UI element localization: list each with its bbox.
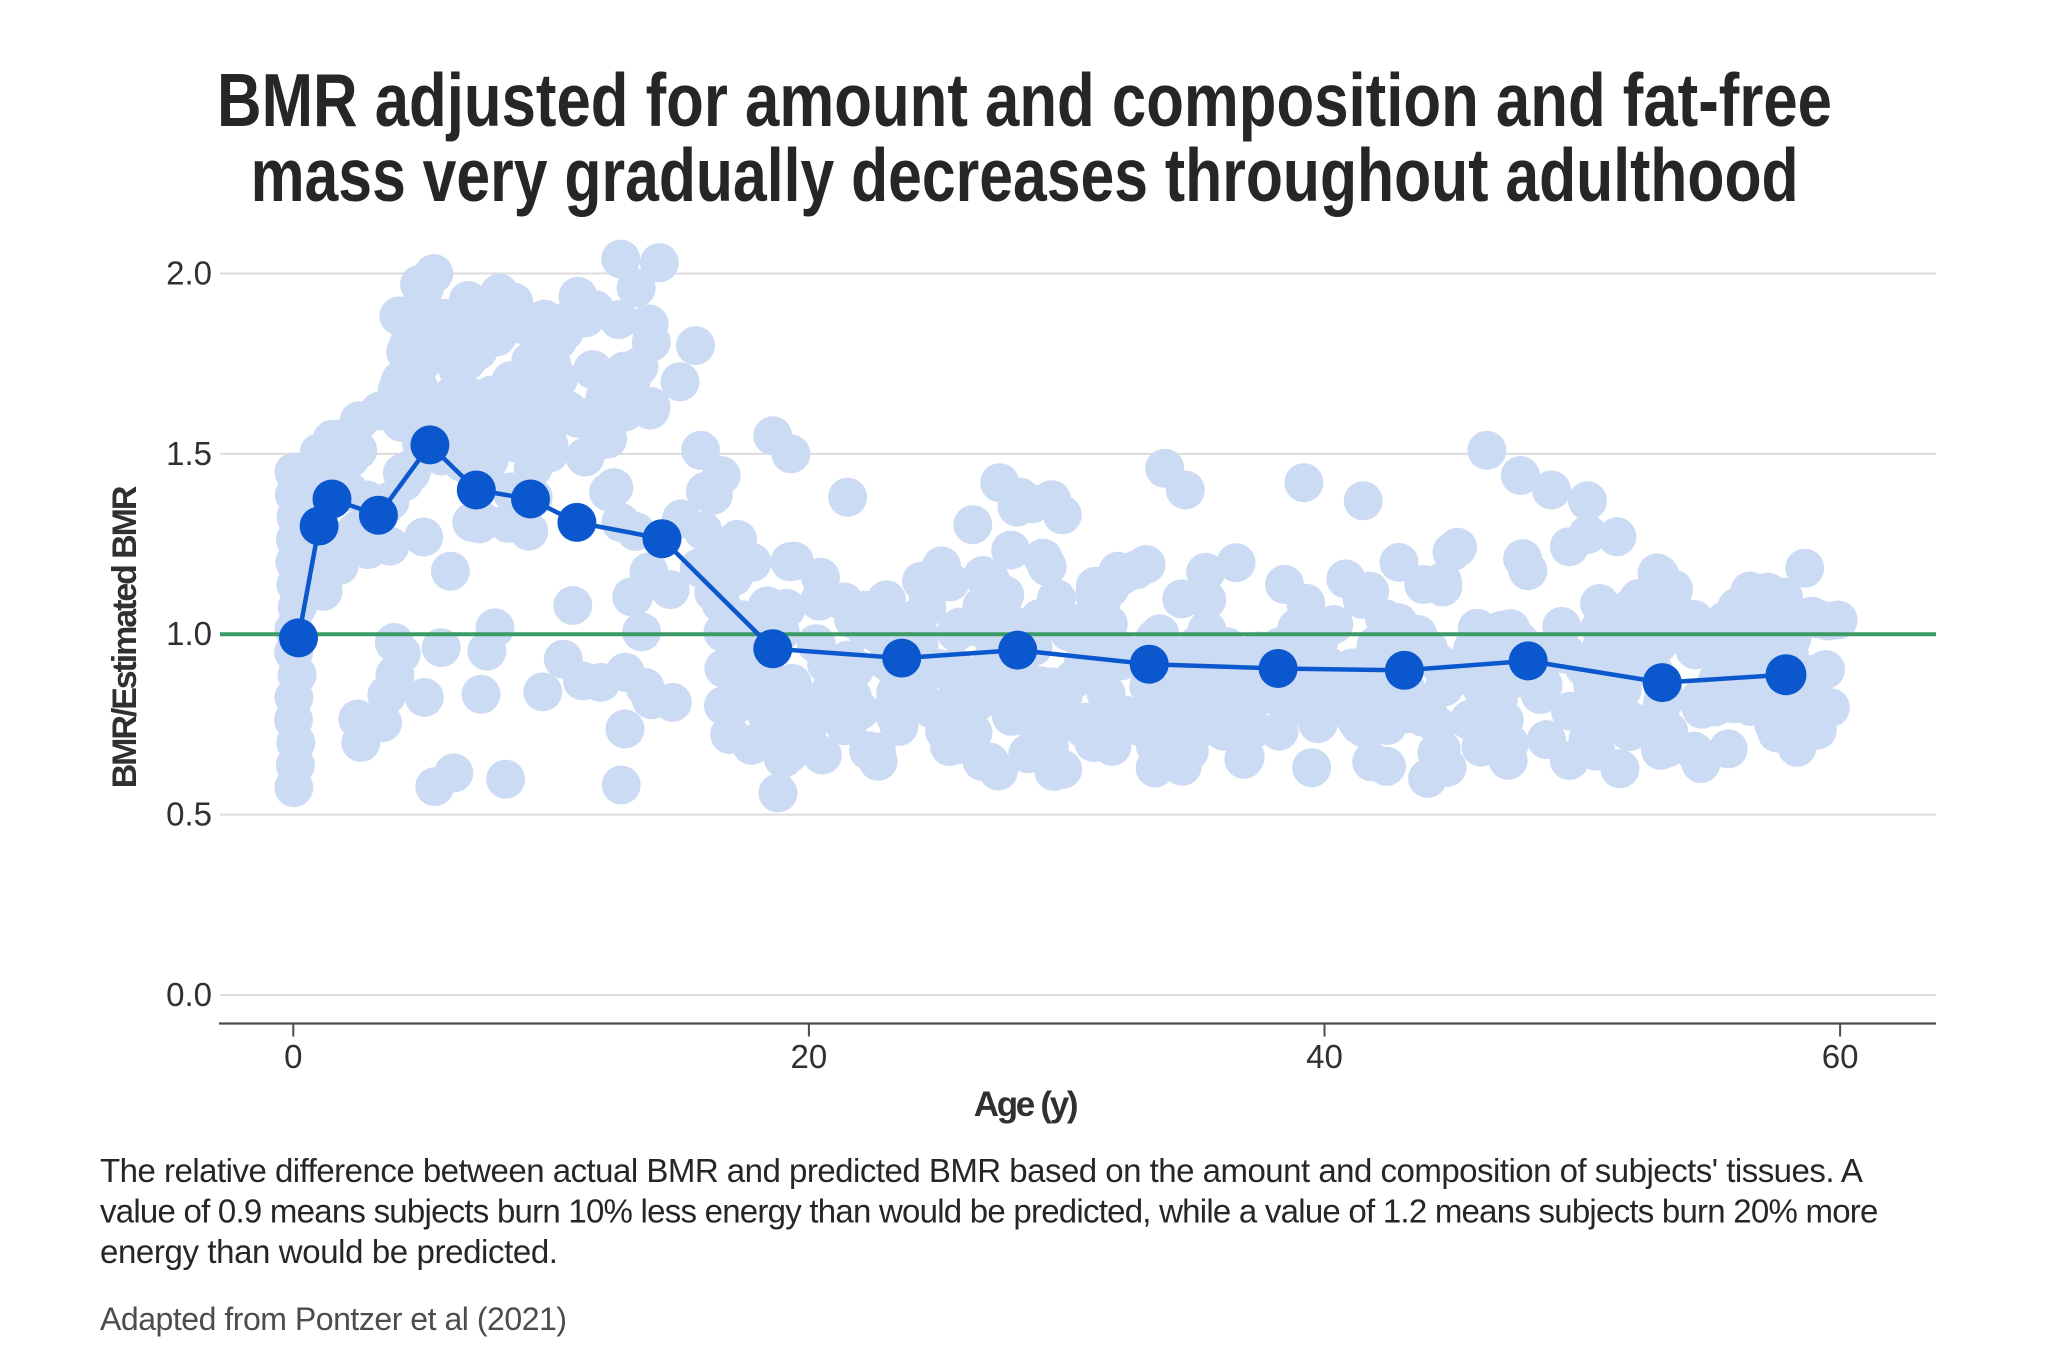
- svg-text:1.0: 1.0: [166, 615, 212, 652]
- svg-text:20: 20: [791, 1038, 828, 1075]
- svg-text:value of 0.9 means subjects bu: value of 0.9 means subjects burn 10% les…: [100, 1193, 1878, 1230]
- svg-text:2.0: 2.0: [166, 255, 212, 292]
- svg-text:40: 40: [1306, 1038, 1343, 1075]
- svg-text:60: 60: [1822, 1038, 1859, 1075]
- svg-text:BMR/Estimated BMR: BMR/Estimated BMR: [106, 486, 144, 788]
- svg-text:BMR adjusted for amount and co: BMR adjusted for amount and composition …: [217, 58, 1832, 142]
- svg-text:mass very gradually decreases: mass very gradually decreases throughout…: [251, 133, 1799, 217]
- svg-text:The relative difference betwee: The relative difference between actual B…: [100, 1152, 1863, 1189]
- svg-text:0: 0: [284, 1038, 302, 1075]
- svg-text:Adapted from Pontzer et al (20: Adapted from Pontzer et al (2021): [100, 1301, 567, 1337]
- svg-text:energy than would be predicted: energy than would be predicted.: [100, 1233, 558, 1270]
- svg-text:0.5: 0.5: [166, 796, 212, 833]
- svg-text:Age (y): Age (y): [974, 1085, 1077, 1124]
- svg-text:0.0: 0.0: [166, 976, 212, 1013]
- svg-text:1.5: 1.5: [166, 435, 212, 472]
